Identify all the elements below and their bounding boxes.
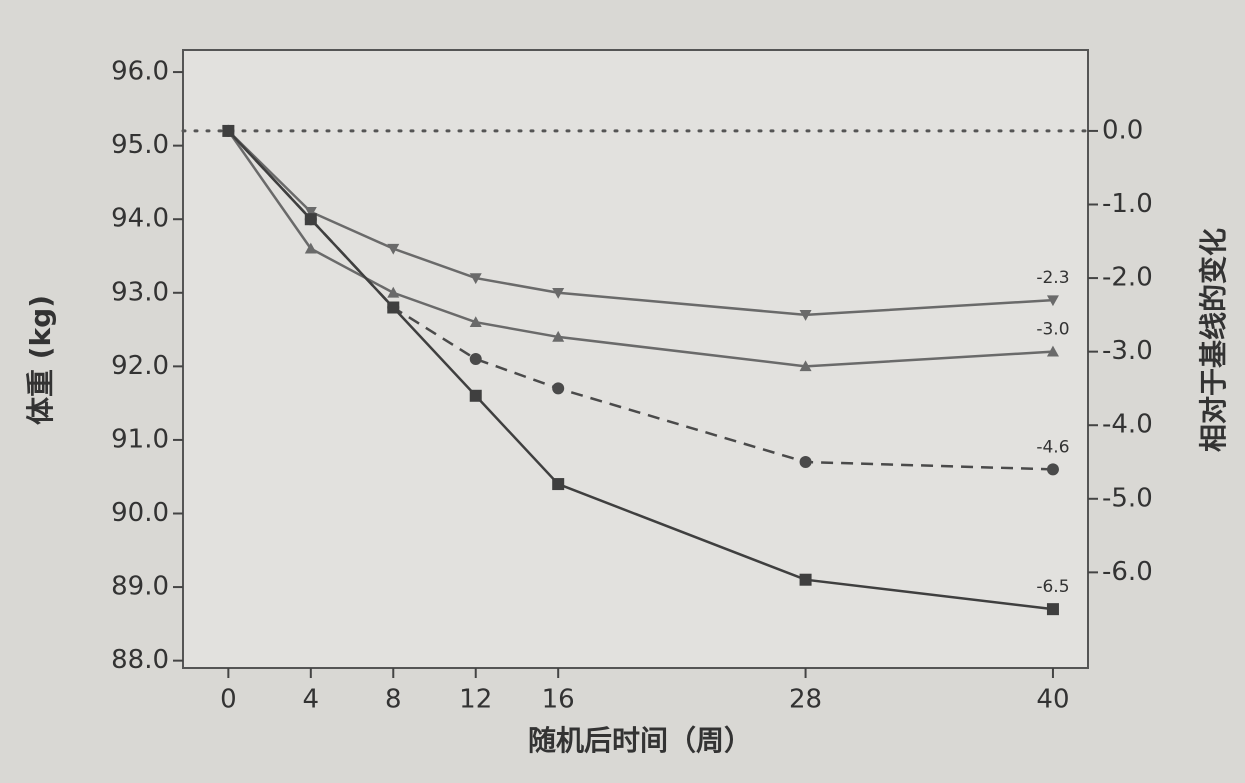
marker bbox=[304, 207, 317, 218]
y2-tick-label: -1.0 bbox=[1102, 189, 1153, 219]
marker bbox=[222, 124, 235, 137]
x-tick-label: 8 bbox=[385, 685, 402, 715]
value-label: -2.3 bbox=[1036, 268, 1069, 288]
y2-tick-label: -5.0 bbox=[1102, 483, 1153, 513]
marker bbox=[799, 456, 812, 468]
marker bbox=[304, 213, 317, 226]
marker bbox=[552, 287, 565, 299]
value-label: -3.0 bbox=[1036, 320, 1069, 340]
marker bbox=[469, 353, 482, 365]
y2-tick-label: -4.0 bbox=[1102, 410, 1153, 440]
marker bbox=[304, 242, 317, 254]
marker bbox=[1046, 463, 1059, 476]
y2-tick-label: 0.0 bbox=[1102, 115, 1143, 145]
x-axis-label: 随机后时间（周） bbox=[528, 724, 752, 757]
x-tick-label: 16 bbox=[542, 685, 575, 715]
marker bbox=[387, 286, 400, 298]
plot-area bbox=[182, 49, 1089, 669]
y-tick-label: 96.0 bbox=[111, 57, 169, 87]
y-tick-label: 88.0 bbox=[111, 645, 169, 675]
marker bbox=[552, 382, 565, 395]
marker bbox=[799, 573, 812, 586]
marker bbox=[1046, 295, 1059, 307]
x-tick-label: 12 bbox=[459, 685, 492, 715]
x-tick-label: 40 bbox=[1036, 685, 1069, 715]
marker bbox=[552, 478, 565, 491]
y-tick-label: 89.0 bbox=[111, 572, 169, 602]
y-tick-label: 95.0 bbox=[111, 130, 169, 160]
marker bbox=[387, 301, 400, 314]
marker bbox=[1046, 603, 1059, 616]
y-tick-label: 92.0 bbox=[111, 351, 169, 381]
x-tick-label: 4 bbox=[303, 685, 320, 715]
marker bbox=[799, 310, 812, 321]
value-label: -4.6 bbox=[1036, 437, 1069, 457]
y2-tick-label: -6.0 bbox=[1102, 557, 1153, 587]
y2-axis-label: 相对于基线的变化 bbox=[1197, 228, 1230, 452]
marker bbox=[469, 316, 482, 328]
marker bbox=[552, 330, 565, 342]
marker bbox=[799, 360, 812, 372]
y-tick-label: 93.0 bbox=[111, 277, 169, 307]
x-tick-label: 28 bbox=[789, 685, 822, 715]
x-tick-label: 0 bbox=[220, 685, 237, 715]
marker bbox=[469, 273, 482, 285]
y-tick-label: 91.0 bbox=[111, 424, 169, 454]
y-tick-label: 94.0 bbox=[111, 204, 169, 234]
marker bbox=[1046, 345, 1059, 357]
y2-tick-label: -2.0 bbox=[1102, 263, 1153, 293]
marker bbox=[469, 389, 482, 402]
y2-tick-label: -3.0 bbox=[1102, 336, 1153, 366]
y-axis-label: 体重 (kg) bbox=[24, 295, 57, 425]
value-label: -6.5 bbox=[1036, 577, 1069, 597]
y-tick-label: 90.0 bbox=[111, 498, 169, 528]
marker bbox=[387, 243, 400, 255]
